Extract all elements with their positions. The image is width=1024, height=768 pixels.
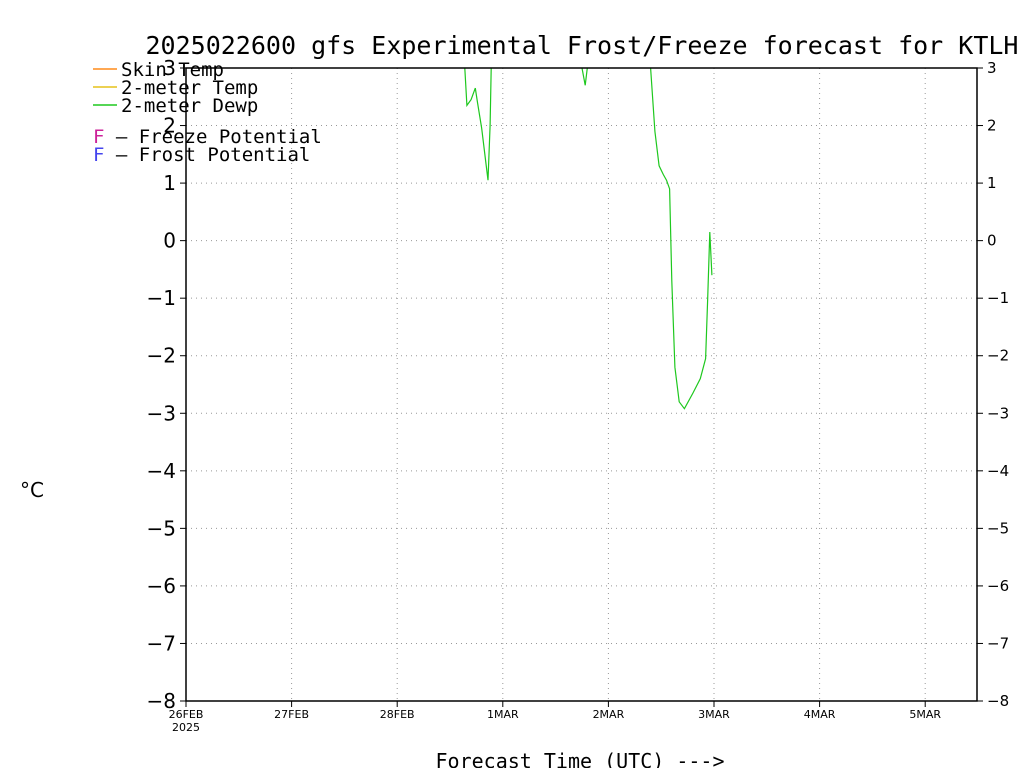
grid — [186, 67, 977, 702]
y-tick-label-right: −2 — [987, 347, 1009, 365]
x-tick-label: 4MAR — [804, 708, 836, 721]
y-tick-label-right: −4 — [987, 462, 1009, 480]
axis-ticks: 3 3 2 2 1 1 0 0 −1 −1 −2 −2 −3 −3 −4 −4 −5 −5 −6 −6 −7 −7 −8 −8… — [147, 56, 1010, 734]
y-tick-label-left: −3 — [147, 401, 176, 425]
x-tick-label: 5MAR — [909, 708, 941, 721]
y-tick-label-left: 2 — [163, 114, 176, 138]
series-layer — [464, 67, 713, 410]
x-tick-label: 28FEB — [380, 708, 415, 721]
y-tick-label-right: 1 — [987, 174, 997, 192]
x-tick-label: 1MAR — [487, 708, 519, 721]
x-tick-label: 26FEB — [169, 708, 204, 721]
annotation-symbol: F — [93, 126, 104, 148]
y-tick-label-right: −7 — [987, 634, 1009, 652]
x-axis-label: Forecast Time (UTC) ---> — [436, 749, 725, 768]
legend-annotation: F — Frost Potential — [93, 144, 310, 166]
y-tick-label-right: 3 — [987, 59, 997, 77]
y-tick-label-left: −2 — [147, 344, 176, 368]
annotation-text: — Frost Potential — [104, 144, 310, 166]
y-tick-label-right: −3 — [987, 404, 1009, 422]
y-tick-label-right: −6 — [987, 577, 1009, 595]
annotation-text: — Freeze Potential — [104, 126, 321, 148]
y-tick-label-right: −8 — [987, 692, 1009, 710]
y-tick-label-left: 3 — [163, 56, 176, 80]
x-tick-sublabel: 2025 — [172, 721, 200, 734]
y-tick-label-left: −8 — [147, 689, 176, 713]
y-tick-label-right: −5 — [987, 519, 1009, 537]
x-tick-label: 27FEB — [274, 708, 309, 721]
y-tick-label-left: 0 — [163, 229, 176, 253]
y-tick-label-right: 0 — [987, 232, 997, 250]
plot-frame — [185, 67, 978, 702]
legend-label: 2-meter Dewp — [121, 95, 258, 117]
y-tick-label-left: −7 — [147, 631, 176, 655]
y-tick-label-right: −1 — [987, 289, 1009, 307]
x-tick-label: 2MAR — [593, 708, 625, 721]
series-line-dewpoint — [464, 67, 713, 410]
legend-label: Skin Temp — [121, 59, 224, 81]
chart-title: 2025022600 gfs Experimental Frost/Freeze… — [146, 31, 1019, 60]
y-tick-label-left: −4 — [147, 459, 176, 483]
legend-annotation: F — Freeze Potential — [93, 126, 322, 148]
y-tick-label-left: 1 — [163, 171, 176, 195]
y-tick-label-left: −5 — [147, 516, 176, 540]
y-tick-label-left: −1 — [147, 286, 176, 310]
annotation-symbol: F — [93, 144, 104, 166]
y-tick-label-left: −6 — [147, 574, 176, 598]
legend-label: 2-meter Temp — [121, 77, 258, 99]
x-tick-label: 3MAR — [698, 708, 730, 721]
y-tick-label-right: 2 — [987, 117, 997, 135]
y-axis-label: °C — [20, 478, 44, 502]
